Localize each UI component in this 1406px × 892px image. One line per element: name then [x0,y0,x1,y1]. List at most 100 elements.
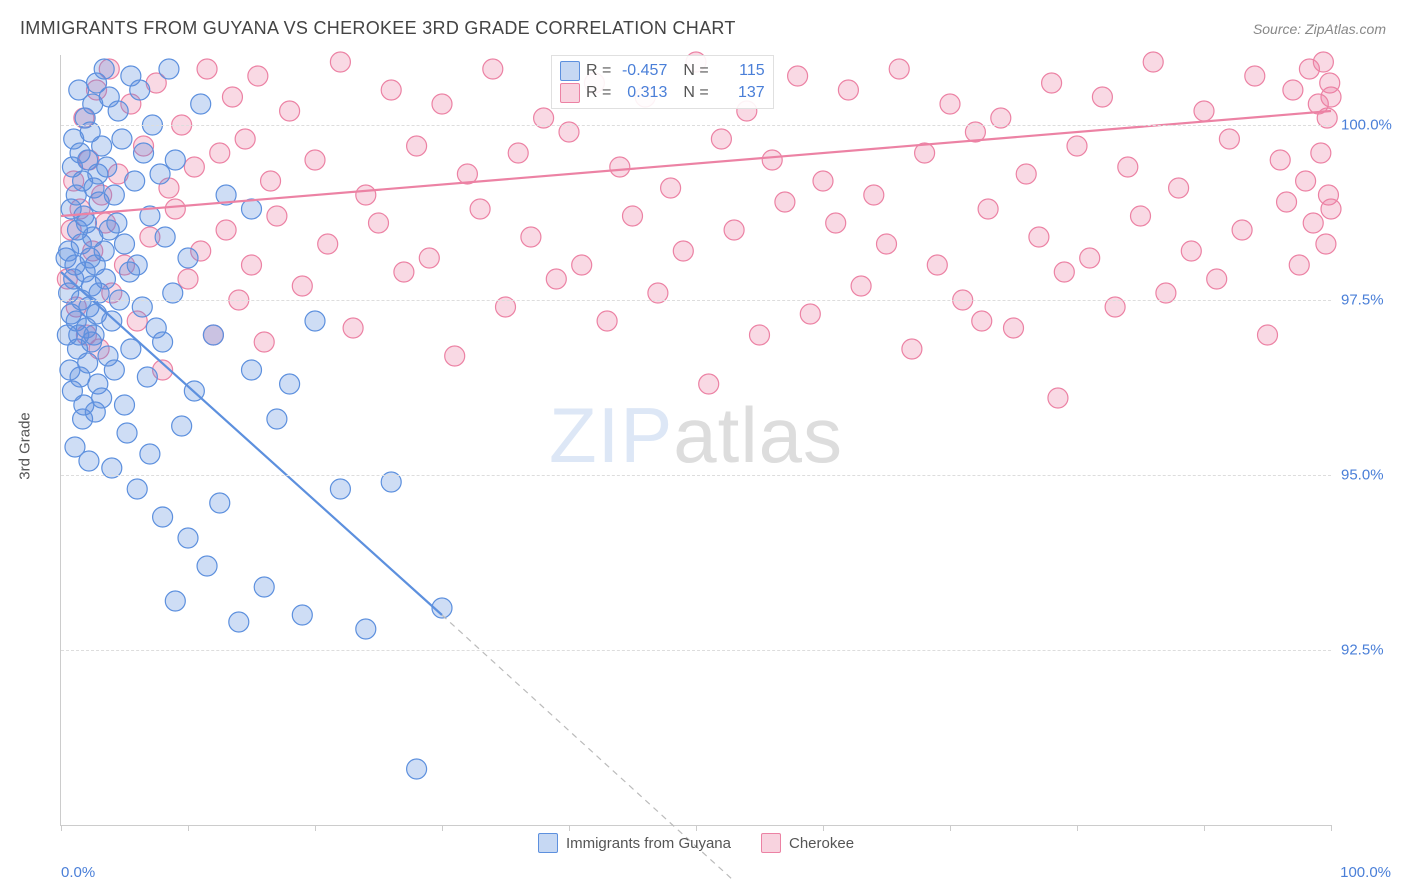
scatter-point [140,444,160,464]
n-value-guyana: 115 [715,62,765,80]
plot-area: ZIPatlas R = -0.457 N = 115 R = 0.313 N … [60,55,1331,826]
scatter-point [972,311,992,331]
bottom-legend: 0.0% Immigrants from Guyana Cherokee 100… [61,833,1331,853]
trend-line [61,111,1331,216]
scatter-point [210,493,230,513]
scatter-point [699,374,719,394]
scatter-point [184,157,204,177]
scatter-point [1313,52,1333,72]
scatter-point [107,213,127,233]
scatter-point [762,150,782,170]
scatter-point [229,612,249,632]
r-label: R = [586,84,611,102]
scatter-point [877,234,897,254]
scatter-point [864,185,884,205]
scatter-point [1143,52,1163,72]
scatter-point [178,269,198,289]
scatter-point [661,178,681,198]
scatter-point [826,213,846,233]
scatter-point [130,80,150,100]
correlation-row-guyana: R = -0.457 N = 115 [560,60,765,82]
scatter-point [153,332,173,352]
scatter-point [1029,227,1049,247]
scatter-point [521,227,541,247]
scatter-point [235,129,255,149]
x-tick [61,825,62,831]
scatter-point [127,479,147,499]
scatter-point [813,171,833,191]
scatter-point [1277,192,1297,212]
scatter-point [216,220,236,240]
scatter-point [79,451,99,471]
scatter-point [280,101,300,121]
trend-line [61,272,442,615]
scatter-point [1118,157,1138,177]
scatter-point [94,59,114,79]
scatter-point [1289,255,1309,275]
scatter-point [623,206,643,226]
scatter-point [1232,220,1252,240]
scatter-point [394,262,414,282]
scatter-point [1316,234,1336,254]
scatter-point [292,276,312,296]
scatter-point [1131,206,1151,226]
scatter-point [1004,318,1024,338]
x-tick [442,825,443,831]
scatter-point [889,59,909,79]
scatter-point [248,66,268,86]
swatch-blue-icon [538,833,558,853]
scatter-point [445,346,465,366]
scatter-point [280,374,300,394]
scatter-point [356,619,376,639]
scatter-point [92,136,112,156]
scatter-point [432,94,452,114]
scatter-point [800,304,820,324]
chart-container: IMMIGRANTS FROM GUYANA VS CHEROKEE 3RD G… [0,0,1406,892]
r-value-guyana: -0.457 [617,62,667,80]
scatter-point [775,192,795,212]
scatter-point [84,325,104,345]
scatter-point [1169,178,1189,198]
x-tick [315,825,316,831]
scatter-point [97,157,117,177]
x-tick [188,825,189,831]
y-tick-label: 100.0% [1341,117,1401,134]
r-value-cherokee: 0.313 [617,84,667,102]
scatter-point [1303,213,1323,233]
scatter-point [261,171,281,191]
scatter-point [330,52,350,72]
scatter-point [838,80,858,100]
scatter-point [267,409,287,429]
x-tick [1077,825,1078,831]
scatter-point [134,143,154,163]
scatter-point [470,199,490,219]
legend-item-guyana: Immigrants from Guyana [538,833,731,853]
scatter-point [191,94,211,114]
scatter-point [1321,199,1341,219]
scatter-point [572,255,592,275]
r-label: R = [586,62,611,80]
scatter-point [750,325,770,345]
scatter-point [108,101,128,121]
scatter-point [178,248,198,268]
scatter-point [1048,388,1068,408]
legend-label-cherokee: Cherokee [789,835,854,852]
scatter-point [305,150,325,170]
scatter-point [127,255,147,275]
title-bar: IMMIGRANTS FROM GUYANA VS CHEROKEE 3RD G… [20,18,1386,39]
y-tick-label: 95.0% [1341,467,1401,484]
scatter-point [978,199,998,219]
scatter-point [305,311,325,331]
scatter-point [137,367,157,387]
scatter-point [381,80,401,100]
scatter-point [117,423,137,443]
scatter-point [125,171,145,191]
scatter-point [197,556,217,576]
gridline [61,300,1331,301]
scatter-point [254,577,274,597]
scatter-point [1321,87,1341,107]
scatter-point [1219,129,1239,149]
scatter-point [902,339,922,359]
scatter-point [927,255,947,275]
scatter-point [1311,143,1331,163]
